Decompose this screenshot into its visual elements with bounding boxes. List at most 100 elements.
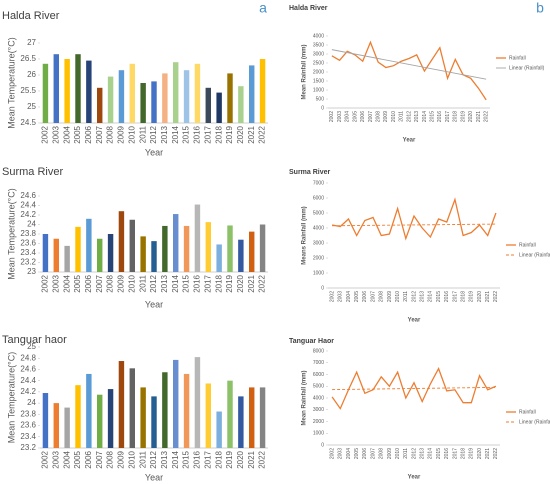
bar xyxy=(259,224,266,272)
bar xyxy=(259,59,266,123)
x-tick-label: 2017 xyxy=(445,111,451,122)
x-tick-label: 2016 xyxy=(193,274,202,292)
y-tick-label: 5000 xyxy=(313,210,324,216)
bar xyxy=(238,396,244,448)
bar xyxy=(216,411,222,448)
x-tick-label: 2010 xyxy=(395,448,401,459)
bar xyxy=(227,73,233,123)
x-tick-label: 2019 xyxy=(469,448,475,459)
trend-line xyxy=(331,49,487,80)
x-tick-label: 2006 xyxy=(84,125,93,143)
y-tick-label: 1000 xyxy=(313,431,324,437)
panel-label: b xyxy=(536,0,544,16)
bar xyxy=(129,219,135,272)
x-tick-label: 2003 xyxy=(51,450,60,468)
x-tick-label: 2015 xyxy=(429,111,435,122)
x-tick-label: 2012 xyxy=(149,274,158,292)
y-tick-label: 24.2 xyxy=(20,210,36,219)
x-tick-label: 2013 xyxy=(414,111,420,122)
x-tick-label: 2006 xyxy=(84,274,93,292)
y-tick-label: 3000 xyxy=(313,51,324,57)
bar xyxy=(97,238,103,272)
y-tick-label: 8000 xyxy=(313,348,324,354)
x-tick-label: 2014 xyxy=(171,125,180,143)
y-tick-label: 24.4 xyxy=(20,201,36,210)
bar xyxy=(151,396,157,448)
legend-label: Rainfall xyxy=(509,55,526,61)
x-tick-label: 2002 xyxy=(41,125,50,143)
bar xyxy=(183,373,190,448)
x-tick-label: 2016 xyxy=(193,125,202,143)
x-axis-label: Year xyxy=(408,318,421,324)
x-tick-label: 2018 xyxy=(214,450,223,468)
bar xyxy=(140,236,146,272)
x-tick-label: 2008 xyxy=(375,111,381,122)
x-tick-label: 2013 xyxy=(160,274,169,292)
x-tick-label: 2013 xyxy=(160,125,169,143)
x-tick-label: 2010 xyxy=(391,111,397,122)
bar xyxy=(75,385,81,448)
legend-label: Rainfall xyxy=(519,409,536,415)
bar xyxy=(173,359,179,448)
y-tick-label: 1000 xyxy=(313,270,324,276)
x-tick-label: 2022 xyxy=(258,125,267,143)
x-tick-label: 2011 xyxy=(403,291,409,302)
x-tick-label: 2016 xyxy=(437,111,443,122)
x-tick-label: 2010 xyxy=(127,125,136,143)
x-axis-label: Year xyxy=(145,299,163,309)
legend-label: Linear (Rainfall) xyxy=(509,65,545,71)
x-tick-label: 2003 xyxy=(51,274,60,292)
x-tick-label: 2021 xyxy=(485,291,491,302)
x-tick-label: 2022 xyxy=(258,274,267,292)
y-tick-label: 4000 xyxy=(313,395,324,401)
x-tick-label: 2005 xyxy=(354,291,360,302)
bar xyxy=(151,81,157,123)
x-tick-label: 2014 xyxy=(428,291,434,302)
y-tick-label: 24.5 xyxy=(20,118,36,127)
bar xyxy=(205,87,211,123)
chart-title: Tanguar haor xyxy=(2,334,67,346)
bar xyxy=(53,403,59,448)
legend-label: Rainfall xyxy=(519,242,536,248)
x-tick-label: 2011 xyxy=(403,448,409,459)
y-tick-label: 24.2 xyxy=(20,387,36,396)
legend-label: Linear (Rainfall) xyxy=(519,419,550,425)
y-tick-label: 23.6 xyxy=(20,239,36,248)
bar xyxy=(64,59,70,123)
bar xyxy=(238,86,244,123)
x-tick-label: 2008 xyxy=(106,450,115,468)
y-tick-label: 1000 xyxy=(313,87,324,93)
y-tick-label: 23.6 xyxy=(20,421,36,430)
bar xyxy=(173,62,179,123)
y-tick-label: 0 xyxy=(321,442,324,448)
x-tick-label: 2015 xyxy=(436,448,442,459)
x-tick-label: 2007 xyxy=(95,274,104,292)
y-tick-label: 24 xyxy=(27,220,36,229)
bar xyxy=(118,70,125,123)
x-tick-label: 2005 xyxy=(73,450,82,468)
bar xyxy=(107,76,114,123)
bar xyxy=(42,393,49,448)
y-tick-label: 23.2 xyxy=(20,443,36,452)
x-tick-label: 2008 xyxy=(106,125,115,143)
x-tick-label: 2009 xyxy=(117,450,126,468)
x-tick-label: 2018 xyxy=(214,125,223,143)
bar xyxy=(53,238,59,272)
x-tick-label: 2010 xyxy=(127,274,136,292)
x-tick-label: 2008 xyxy=(379,448,385,459)
x-tick-label: 2019 xyxy=(225,125,234,143)
x-tick-label: 2020 xyxy=(236,125,245,143)
bar xyxy=(97,87,103,123)
y-axis-label: Mean Rainfall (mm) xyxy=(302,44,308,99)
y-tick-label: 24.8 xyxy=(20,353,36,362)
x-tick-label: 2013 xyxy=(420,291,426,302)
x-tick-label: 2012 xyxy=(411,291,417,302)
x-tick-label: 2017 xyxy=(203,125,212,143)
x-tick-label: 2020 xyxy=(477,448,483,459)
bar xyxy=(162,225,168,272)
y-tick-label: 6000 xyxy=(313,372,324,378)
x-tick-label: 2021 xyxy=(247,125,256,143)
x-tick-label: 2002 xyxy=(329,291,335,302)
y-tick-label: 2500 xyxy=(313,60,324,66)
bar xyxy=(64,407,70,448)
